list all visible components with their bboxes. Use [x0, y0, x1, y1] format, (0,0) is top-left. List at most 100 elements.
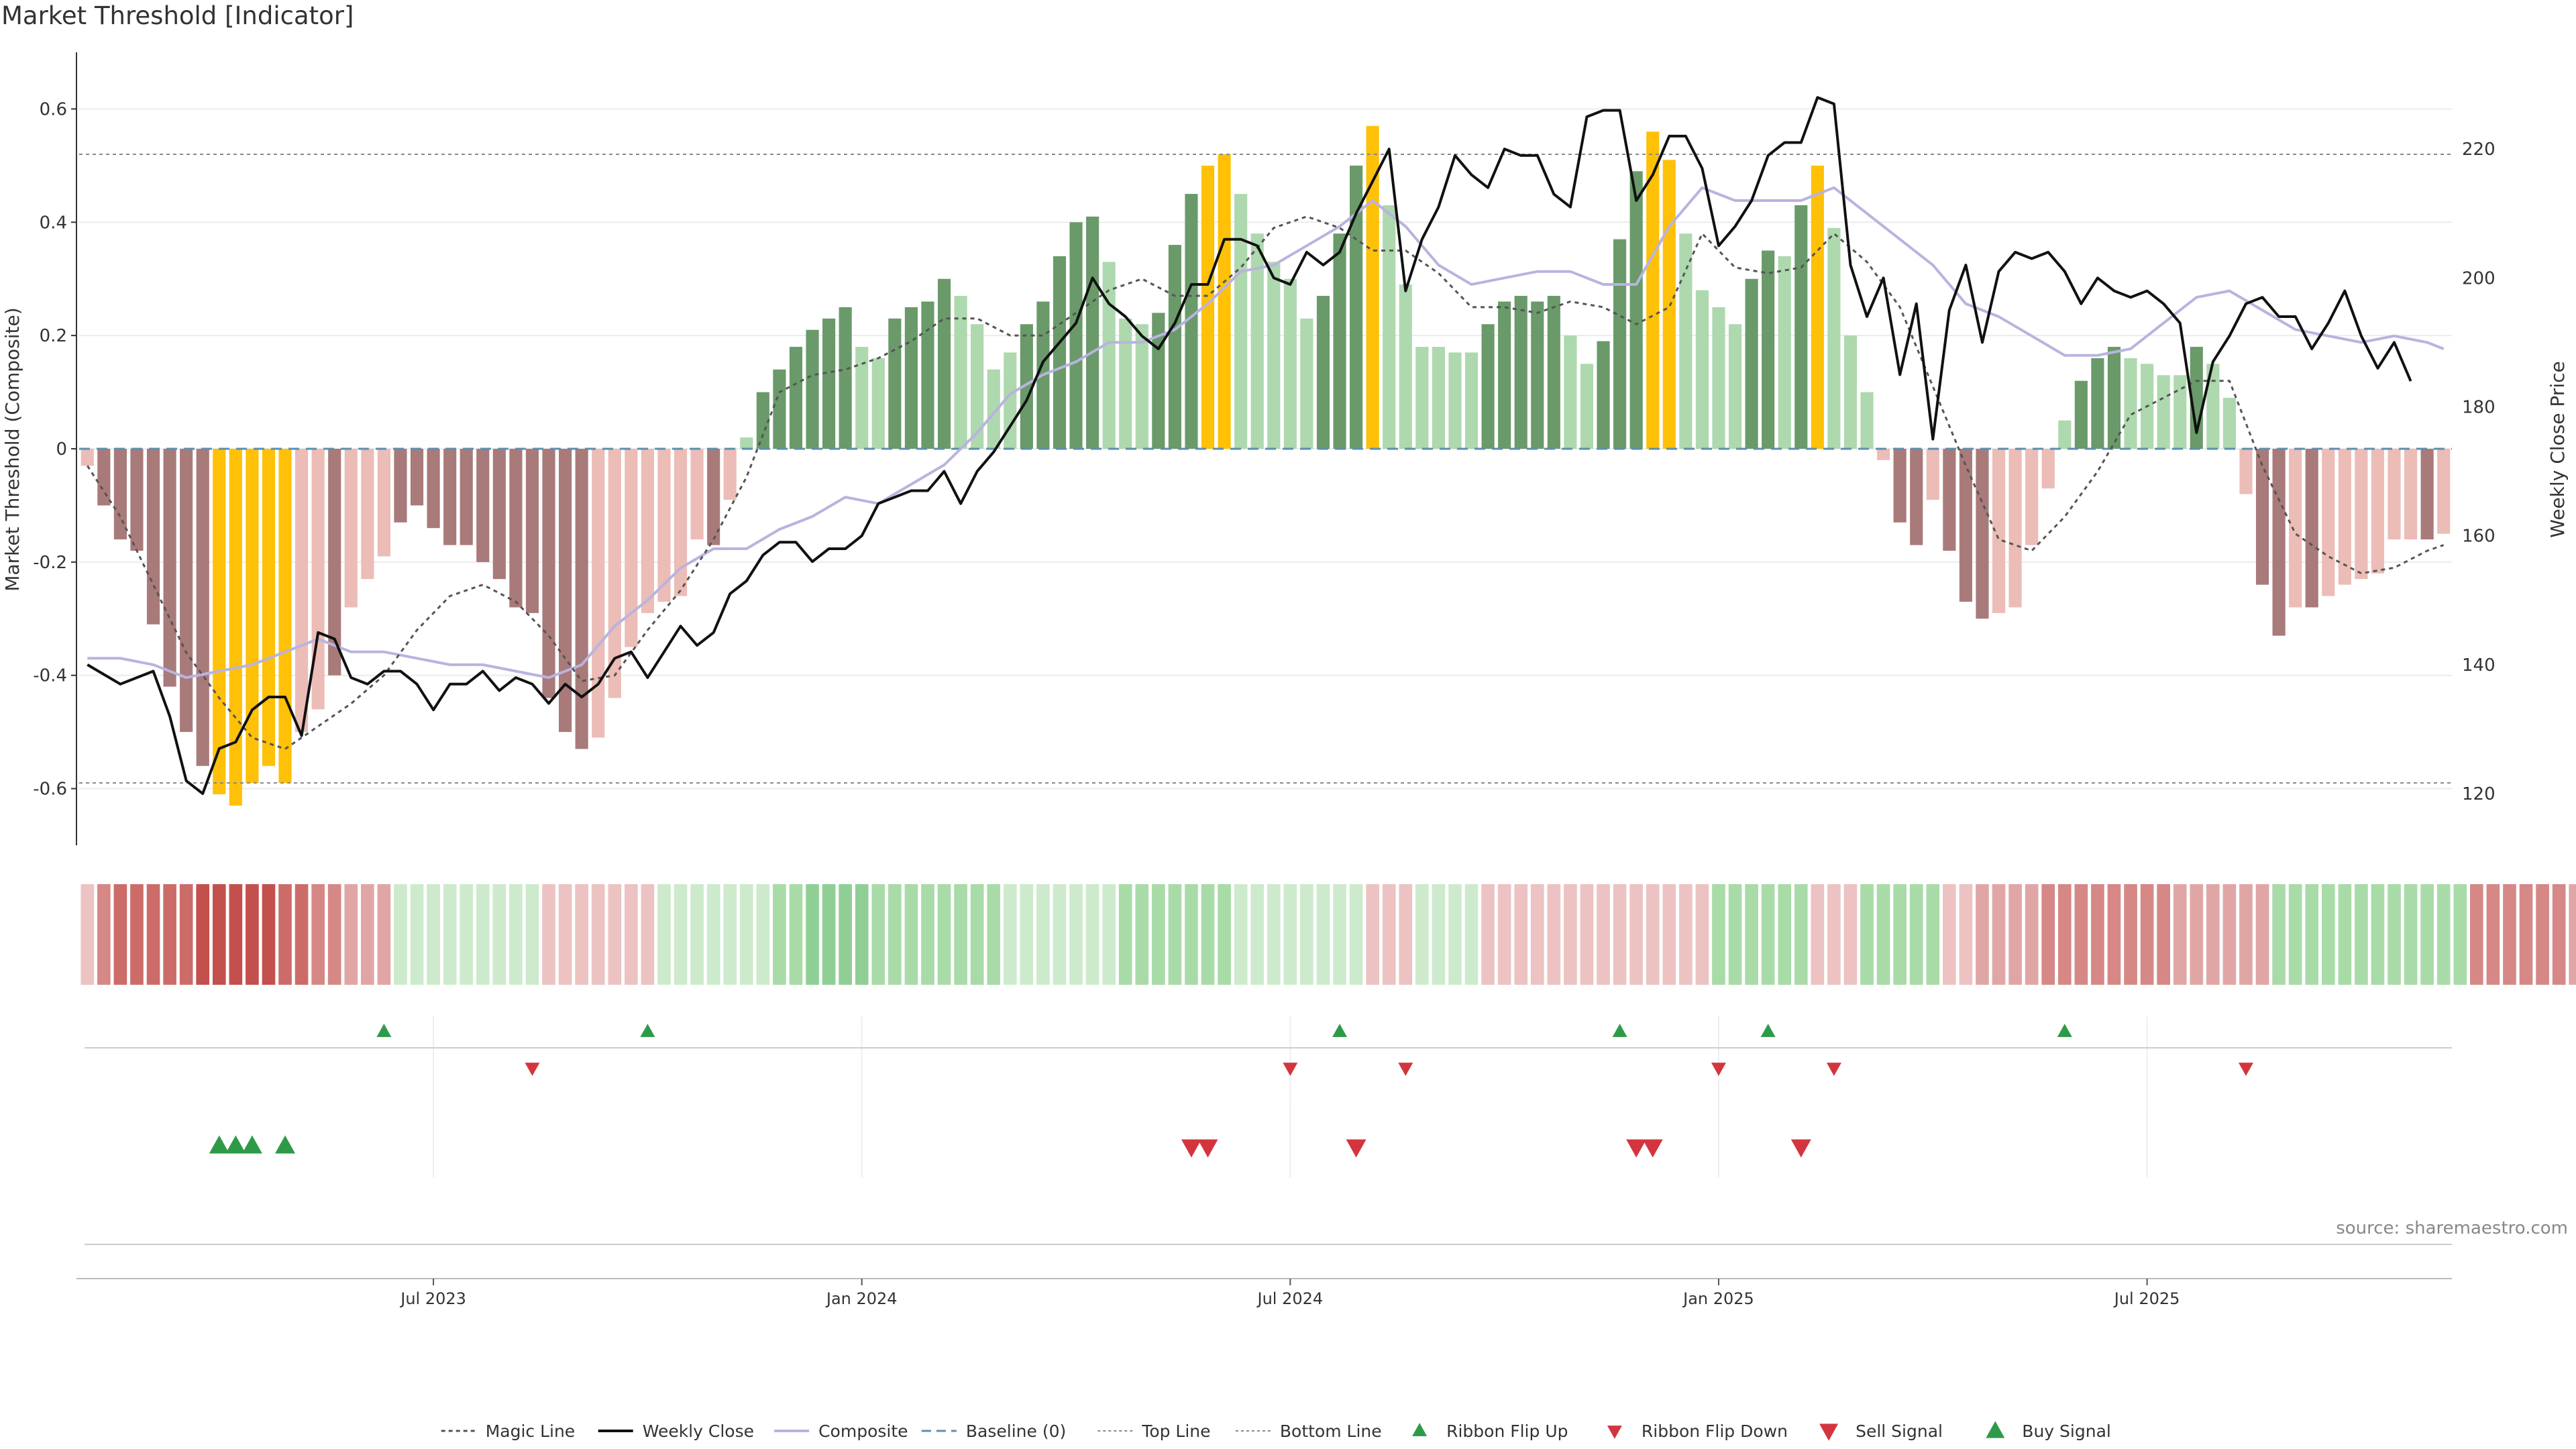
ribbon-cell: [2157, 884, 2170, 985]
ribbon-cell: [1185, 884, 1198, 985]
composite-bar: [1201, 165, 1215, 449]
composite-bar: [1300, 318, 1313, 449]
y-tick-label: -0.2: [33, 553, 67, 573]
composite-bar: [625, 449, 638, 647]
ribbon-cell: [2338, 884, 2352, 985]
ribbon-cell: [1959, 884, 1973, 985]
composite-bar: [130, 449, 144, 551]
ribbon-cell: [1497, 884, 1511, 985]
ribbon-flip-up-marker: [640, 1024, 655, 1037]
composite-bar: [1531, 301, 1544, 449]
composite-bar: [328, 449, 341, 676]
ribbon-cell: [773, 884, 786, 985]
legend-swatch-buy: [1986, 1421, 2005, 1438]
ribbon-cell: [2091, 884, 2104, 985]
ribbon-cell: [987, 884, 1001, 985]
ribbon-cell: [344, 884, 358, 985]
y2-tick-label: 120: [2462, 784, 2496, 804]
ribbon-cell: [130, 884, 144, 985]
ribbon-cell: [921, 884, 934, 985]
composite-bar: [2338, 449, 2351, 585]
ribbon-cell: [113, 884, 127, 985]
composite-bar: [460, 449, 473, 545]
y-tick-label: 0.6: [40, 99, 67, 119]
legend-item: Composite: [774, 1421, 908, 1441]
signal-markers: [209, 1024, 2253, 1158]
composite-bar: [1053, 256, 1067, 449]
composite-bar: [1629, 171, 1643, 449]
composite-bar: [674, 449, 688, 596]
composite-bar: [1547, 296, 1560, 449]
composite-bar: [971, 324, 984, 449]
ribbon-cell: [1481, 884, 1495, 985]
sell-signal-marker: [1790, 1139, 1811, 1158]
ribbon-cell: [179, 884, 193, 985]
ribbon-cell: [1085, 884, 1099, 985]
ribbon-cell: [1102, 884, 1116, 985]
ribbon-cell: [1926, 884, 1940, 985]
ribbon-cell: [1201, 884, 1215, 985]
ribbon-cell: [2239, 884, 2253, 985]
composite-bar: [2289, 449, 2302, 608]
ribbon-cell: [394, 884, 407, 985]
ribbon-cell: [2569, 884, 2576, 985]
legend-item: Ribbon Flip Up: [1412, 1421, 1568, 1441]
ribbon-cell: [558, 884, 572, 985]
composite-bar: [1959, 449, 1972, 602]
source-credit: source: sharemaestro.com: [2336, 1218, 2568, 1238]
legend-label: Baseline (0): [966, 1421, 1066, 1441]
ribbon-cell: [542, 884, 555, 985]
ribbon-cell: [2008, 884, 2022, 985]
y-tick-label: -0.4: [33, 666, 67, 686]
ribbon-flip-down-marker: [2238, 1063, 2253, 1076]
composite-bar: [2404, 449, 2418, 540]
ribbon-cell: [2536, 884, 2549, 985]
ribbon-cell: [756, 884, 770, 985]
composite-bar: [904, 307, 918, 449]
ribbon-cell: [80, 884, 95, 985]
composite-bar: [2305, 449, 2318, 608]
ribbon-cell: [1695, 884, 1709, 985]
sell-signal-marker: [1197, 1139, 1218, 1158]
composite-bar: [1004, 352, 1017, 449]
ribbon-cell: [822, 884, 836, 985]
ribbon-cell: [937, 884, 951, 985]
ribbon-cell: [1597, 884, 1610, 985]
ribbon-cell: [608, 884, 622, 985]
legend-label: Ribbon Flip Down: [1642, 1421, 1788, 1441]
composite-bar: [1514, 296, 1527, 449]
ribbon-cell: [591, 884, 605, 985]
ribbon-cell: [2074, 884, 2088, 985]
y-tick-label: 0.4: [40, 213, 67, 233]
composite-bar: [789, 347, 803, 449]
composite-bar: [509, 449, 523, 608]
x-tick-label: Jul 2025: [2113, 1289, 2180, 1308]
ribbon-cell: [954, 884, 967, 985]
ribbon-cell: [1152, 884, 1165, 985]
composite-bar: [723, 449, 737, 500]
composite-bar: [1168, 245, 1181, 449]
legend-label: Composite: [818, 1421, 908, 1441]
composite-bar: [1250, 233, 1264, 449]
composite-bar: [1778, 256, 1791, 449]
ribbon-cell: [2255, 884, 2269, 985]
ribbon-cell: [1036, 884, 1050, 985]
composite-bar: [1383, 205, 1396, 449]
ribbon-cell: [1530, 884, 1544, 985]
ribbon-cell: [1646, 884, 1660, 985]
ribbon-cell: [1712, 884, 1725, 985]
composite-bar: [1415, 347, 1429, 449]
composite-bar: [1597, 341, 1610, 449]
ribbon-flip-up-marker: [1760, 1024, 1776, 1037]
ribbon-cell: [1794, 884, 1808, 985]
ribbon-cell: [1415, 884, 1429, 985]
composite-bar: [1102, 262, 1116, 449]
composite-bar: [1399, 284, 1412, 449]
composite-bar: [822, 318, 836, 449]
composite-bar: [1910, 449, 1923, 545]
composite-bar: [542, 449, 555, 698]
legend-swatch-flip-up: [1412, 1423, 1428, 1436]
composite-bar: [740, 437, 753, 449]
ribbon-cell: [2355, 884, 2368, 985]
ribbon-cell: [1053, 884, 1067, 985]
